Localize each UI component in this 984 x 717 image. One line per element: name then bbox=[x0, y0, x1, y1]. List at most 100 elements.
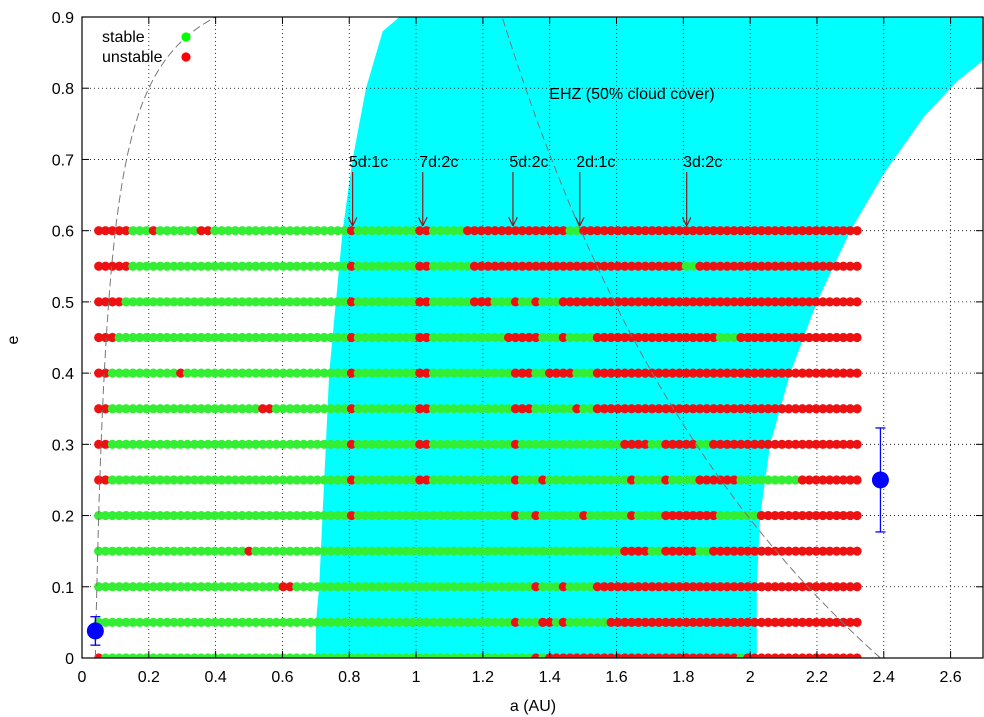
unstable-point bbox=[654, 226, 664, 236]
stable-point bbox=[251, 617, 261, 627]
stable-point bbox=[456, 332, 466, 343]
stable-point bbox=[333, 297, 343, 307]
stable-point bbox=[422, 617, 432, 627]
unstable-point bbox=[722, 546, 732, 556]
stable-point bbox=[292, 582, 302, 592]
stable-point bbox=[128, 261, 138, 271]
unstable-point bbox=[804, 226, 814, 236]
stable-point bbox=[517, 653, 527, 658]
stable-point bbox=[135, 226, 145, 236]
x-tick-label: 1.8 bbox=[672, 669, 694, 686]
stable-point bbox=[463, 332, 473, 343]
stable-point bbox=[299, 368, 309, 378]
stable-point bbox=[305, 439, 316, 449]
stable-point bbox=[162, 261, 172, 271]
stable-point bbox=[326, 439, 336, 449]
stable-point bbox=[490, 439, 500, 449]
unstable-point bbox=[784, 404, 794, 414]
stable-point bbox=[565, 226, 575, 236]
stable-point bbox=[121, 653, 131, 658]
stable-point bbox=[435, 475, 445, 485]
stable-point bbox=[367, 582, 377, 592]
stable-point bbox=[415, 653, 425, 658]
unstable-point bbox=[791, 297, 801, 307]
stable-point bbox=[469, 582, 480, 592]
unstable-point bbox=[702, 332, 712, 343]
stable-point bbox=[606, 510, 616, 521]
stable-point bbox=[401, 510, 411, 521]
stable-point bbox=[319, 332, 329, 343]
stable-point bbox=[237, 582, 247, 592]
stable-point bbox=[319, 475, 329, 485]
unstable-point bbox=[100, 261, 111, 271]
unstable-point bbox=[613, 261, 623, 271]
stable-point bbox=[435, 226, 445, 236]
stable-point bbox=[353, 332, 363, 343]
stable-point bbox=[107, 582, 117, 592]
stable-point bbox=[586, 510, 596, 521]
stable-point bbox=[353, 297, 363, 307]
unstable-point bbox=[825, 332, 835, 343]
stable-point bbox=[264, 261, 275, 271]
stable-point bbox=[360, 404, 370, 414]
stable-point bbox=[524, 617, 534, 627]
stable-point bbox=[572, 332, 582, 343]
stable-point bbox=[162, 404, 172, 414]
stable-point bbox=[340, 368, 350, 378]
unstable-point bbox=[845, 653, 855, 658]
stable-point bbox=[408, 617, 418, 627]
stable-point bbox=[360, 297, 370, 307]
unstable-point bbox=[107, 297, 117, 307]
stable-point bbox=[292, 261, 302, 271]
stable-point bbox=[121, 368, 131, 378]
stable-point bbox=[408, 582, 418, 592]
unstable-point bbox=[804, 582, 814, 592]
stable-point bbox=[538, 297, 548, 307]
stable-point bbox=[592, 439, 603, 449]
stable-point bbox=[217, 475, 227, 485]
y-tick-label: 0.3 bbox=[52, 437, 74, 454]
stable-point bbox=[360, 582, 370, 592]
stable-point bbox=[374, 404, 384, 414]
unstable-point bbox=[599, 297, 609, 307]
unstable-point bbox=[346, 439, 357, 449]
stable-point bbox=[278, 653, 288, 658]
unstable-point bbox=[729, 261, 739, 271]
stable-point bbox=[538, 404, 548, 414]
unstable-point bbox=[804, 653, 814, 658]
stable-point bbox=[292, 297, 302, 307]
stable-point bbox=[223, 653, 234, 658]
stable-point bbox=[210, 368, 220, 378]
unstable-point bbox=[804, 368, 814, 378]
stable-point bbox=[121, 439, 131, 449]
unstable-point bbox=[627, 404, 637, 414]
stable-point bbox=[381, 404, 391, 414]
unstable-point bbox=[668, 439, 678, 449]
stable-point bbox=[326, 546, 336, 556]
stable-point bbox=[476, 475, 486, 485]
unstable-point bbox=[784, 439, 794, 449]
unstable-point bbox=[661, 226, 671, 236]
stable-point bbox=[490, 546, 500, 556]
stable-point bbox=[599, 475, 609, 485]
stable-point bbox=[292, 617, 302, 627]
stable-point bbox=[381, 368, 391, 378]
stable-point bbox=[777, 475, 787, 485]
stable-point bbox=[271, 475, 281, 485]
stable-point bbox=[592, 546, 603, 556]
stable-point bbox=[203, 261, 213, 271]
unstable-point bbox=[825, 510, 835, 521]
stable-point bbox=[189, 226, 199, 236]
unstable-point bbox=[661, 332, 671, 343]
legend-unstable-marker bbox=[181, 52, 191, 62]
stable-point bbox=[141, 297, 152, 307]
unstable-point bbox=[654, 582, 664, 592]
stable-point bbox=[305, 617, 316, 627]
stable-point bbox=[729, 510, 739, 521]
stable-point bbox=[230, 439, 240, 449]
unstable-point bbox=[702, 582, 712, 592]
stable-point bbox=[565, 475, 575, 485]
unstable-point bbox=[633, 617, 644, 627]
unstable-point bbox=[715, 368, 726, 378]
stable-point bbox=[326, 261, 336, 271]
